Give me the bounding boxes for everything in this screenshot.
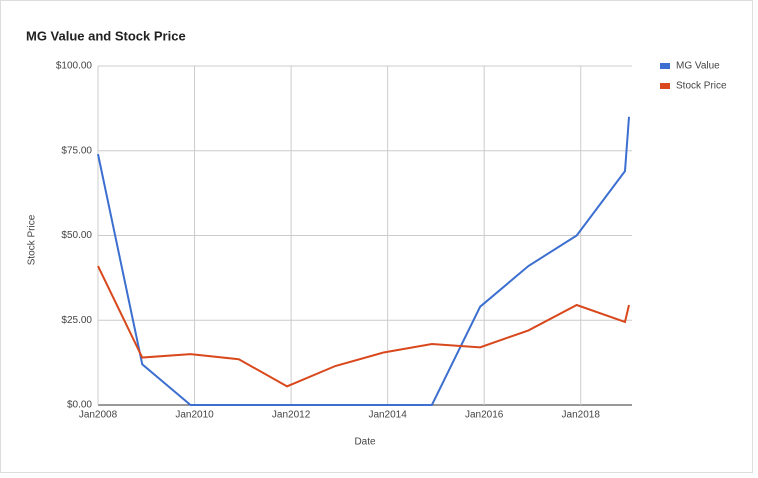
legend-label: Stock Price	[676, 81, 727, 92]
y-axis-label: Stock Price	[27, 214, 38, 265]
y-tick-label: $25.00	[61, 315, 92, 326]
legend-swatch	[660, 63, 670, 69]
x-tick-label: Jan2008	[79, 410, 118, 421]
legend-swatch	[660, 83, 670, 89]
x-tick-label: Jan2018	[562, 410, 601, 421]
y-tick-label: $50.00	[61, 230, 92, 241]
line-series	[97, 265, 630, 388]
x-tick-label: Jan2010	[175, 410, 214, 421]
line-series	[97, 116, 630, 406]
x-tick-label: Jan2014	[368, 410, 407, 421]
x-axis-label: Date	[354, 437, 376, 448]
y-tick-label: $75.00	[61, 145, 92, 156]
x-tick-label: Jan2012	[272, 410, 311, 421]
y-tick-label: $0.00	[67, 400, 92, 411]
y-tick-label: $100.00	[56, 61, 93, 72]
x-tick-label: Jan2016	[465, 410, 504, 421]
chart-title: MG Value and Stock Price	[26, 28, 186, 43]
legend-label: MG Value	[676, 61, 720, 72]
